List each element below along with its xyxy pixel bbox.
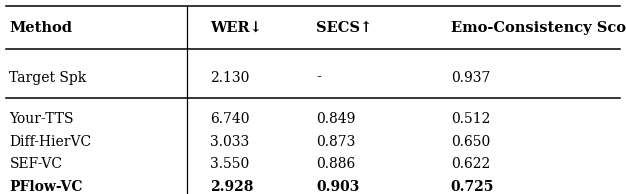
- Text: WER↓: WER↓: [210, 21, 262, 35]
- Text: 0.512: 0.512: [451, 112, 490, 126]
- Text: 2.130: 2.130: [210, 71, 249, 85]
- Text: 0.725: 0.725: [451, 180, 494, 194]
- Text: 3.033: 3.033: [210, 135, 249, 149]
- Text: -: -: [316, 71, 321, 85]
- Text: 6.740: 6.740: [210, 112, 249, 126]
- Text: 0.849: 0.849: [316, 112, 356, 126]
- Text: 0.903: 0.903: [316, 180, 359, 194]
- Text: Target Spk: Target Spk: [9, 71, 86, 85]
- Text: PFlow-VC: PFlow-VC: [9, 180, 83, 194]
- Text: Diff-HierVC: Diff-HierVC: [9, 135, 91, 149]
- Text: 0.873: 0.873: [316, 135, 356, 149]
- Text: 0.650: 0.650: [451, 135, 490, 149]
- Text: 0.937: 0.937: [451, 71, 490, 85]
- Text: 0.886: 0.886: [316, 157, 356, 171]
- Text: Method: Method: [9, 21, 73, 35]
- Text: 3.550: 3.550: [210, 157, 249, 171]
- Text: 0.622: 0.622: [451, 157, 490, 171]
- Text: Emo-Consistency Score ↑: Emo-Consistency Score ↑: [451, 21, 626, 35]
- Text: SECS↑: SECS↑: [316, 21, 372, 35]
- Text: SEF-VC: SEF-VC: [9, 157, 63, 171]
- Text: 2.928: 2.928: [210, 180, 253, 194]
- Text: Your-TTS: Your-TTS: [9, 112, 74, 126]
